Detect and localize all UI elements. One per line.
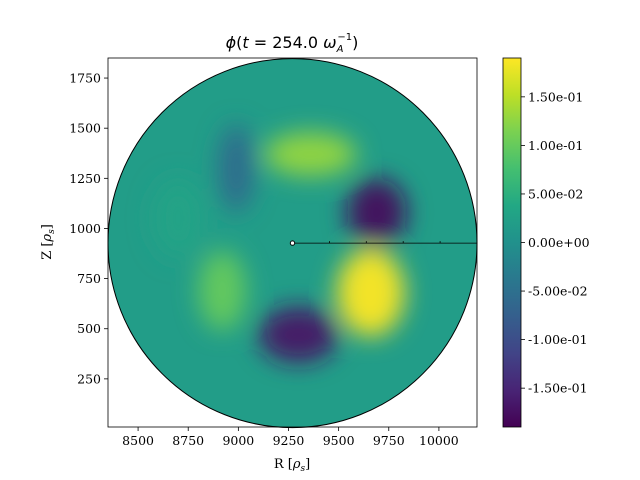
colorbar-tick-label: -5.00e-02 — [528, 284, 588, 299]
colorbar-tick-label: 1.50e-01 — [528, 89, 583, 104]
plot-frame — [107, 57, 478, 428]
colorbar-tick-label: 5.00e-02 — [528, 186, 583, 201]
colorbar-tick-label: -1.00e-01 — [528, 332, 588, 347]
colorbar-tick-label: 1.00e-01 — [528, 138, 583, 153]
y-tick-label: 1250 — [69, 171, 101, 186]
y-tick-label: 1750 — [69, 71, 101, 86]
x-tick-label: 9250 — [273, 433, 305, 448]
field-feature — [152, 178, 205, 259]
field-feature — [218, 124, 255, 213]
y-tick-label: 750 — [77, 271, 101, 286]
x-tick-label: 10000 — [419, 433, 459, 448]
y-tick-label: 250 — [77, 371, 101, 386]
y-tick-label: 500 — [77, 321, 101, 336]
y-axis: 250 500 750 1000 1250 1500 1750 — [69, 71, 108, 386]
y-tick-label: 1500 — [69, 121, 101, 136]
x-tick-label: 8500 — [122, 433, 154, 448]
y-tick-label: 1000 — [69, 221, 101, 236]
colorbar-gradient — [502, 57, 522, 428]
field-feature — [198, 250, 247, 331]
x-tick-label: 9500 — [323, 433, 355, 448]
x-axis-label: R [ρs] — [274, 457, 310, 474]
field-feature — [346, 178, 407, 247]
field-feature — [264, 132, 357, 177]
plot-area: 8500 8750 9000 9250 9500 9750 10000 250 500 750 1… — [69, 57, 478, 448]
field-feature — [258, 306, 339, 363]
x-axis: 8500 8750 9000 9250 9500 9750 10000 — [122, 427, 459, 448]
x-tick-label: 9000 — [222, 433, 254, 448]
x-tick-label: 8750 — [172, 433, 204, 448]
chart-title: ϕ(t = 254.0 ωA−1) — [226, 32, 359, 55]
colorbar-tick-label: 0.00e+00 — [528, 235, 590, 250]
colorbar: -1.50e-01 -1.00e-01 -5.00e-02 0.00e+00 5.00e… — [502, 57, 590, 428]
y-axis-label: Z [ρs] — [40, 224, 57, 260]
colorbar-tick-label: -1.50e-01 — [528, 381, 588, 396]
x-tick-label: 9750 — [373, 433, 405, 448]
reference-point — [289, 240, 296, 246]
field-feature — [336, 248, 405, 337]
